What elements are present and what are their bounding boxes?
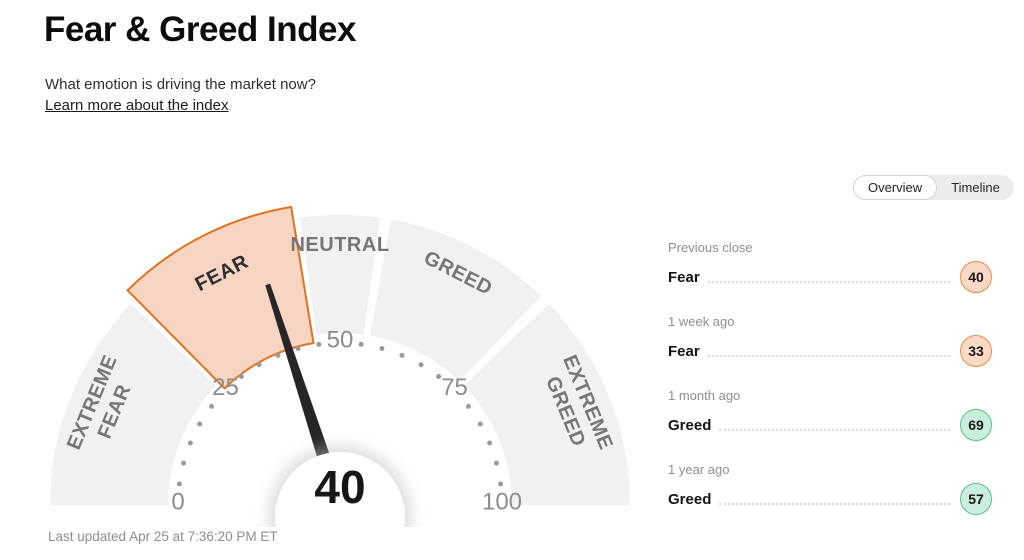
tab-timeline[interactable]: Timeline	[937, 175, 1014, 200]
gauge-tick-dot	[208, 403, 214, 409]
gauge-segment-label-neutral: NEUTRAL	[290, 234, 389, 256]
gauge-tick-dot	[275, 352, 281, 358]
history-period-label: 1 week ago	[668, 314, 735, 329]
gauge-value: 40	[314, 461, 365, 513]
last-updated-text: Last updated Apr 25 at 7:36:20 PM ET	[48, 529, 278, 544]
gauge-tick-dot	[256, 362, 262, 368]
svg-text:NEUTRAL: NEUTRAL	[290, 234, 389, 256]
gauge-tick-label-0: 0	[171, 489, 184, 516]
gauge-tick-dot	[176, 481, 182, 487]
dotted-leader	[719, 503, 950, 505]
history-value-line: Fear 40	[668, 260, 992, 294]
history-row: Previous close Fear 40	[668, 240, 992, 294]
tab-overview[interactable]: Overview	[853, 175, 938, 200]
gauge-tick-dot	[487, 440, 493, 446]
gauge-tick-dot	[498, 481, 504, 487]
history-panel: Previous close Fear 40 1 week ago Fear 33 1 mo…	[668, 240, 992, 536]
learn-more-link[interactable]: Learn more about the index	[45, 97, 229, 114]
fear-greed-gauge: EXTREME FEAR FEAR NEUTRAL GREED EXTREME GREED 0…	[30, 195, 650, 527]
gauge-tick-dot	[418, 362, 424, 368]
gauge-tick-label-75: 75	[441, 374, 468, 401]
gauge-svg: EXTREMEFEARFEARNEUTRALGREEDEXTREMEGREED0…	[50, 205, 630, 527]
gauge-tick-label-25: 25	[212, 374, 239, 401]
gauge-tick-dot	[187, 440, 193, 446]
history-emotion-label: Greed	[668, 490, 712, 508]
gauge-tick-dot	[358, 341, 364, 347]
history-period-label: Previous close	[668, 240, 753, 255]
gauge-tick-dot	[316, 341, 322, 347]
history-emotion-label: Greed	[668, 416, 712, 434]
gauge-segment-extreme-fear	[50, 303, 217, 505]
gauge-tick-label-100: 100	[482, 489, 522, 516]
gauge-tick-dot	[493, 460, 499, 466]
gauge-tick-dot	[399, 352, 405, 358]
gauge-tick-dot	[295, 346, 301, 352]
history-period-label: 1 month ago	[668, 388, 741, 403]
history-row: 1 week ago Fear 33	[668, 314, 992, 368]
page-subtitle: What emotion is driving the market now?	[45, 76, 316, 93]
gauge-segment-greed	[370, 219, 542, 382]
gauge-tick-dot	[379, 346, 385, 352]
gauge-segment-neutral	[300, 215, 380, 335]
page-title: Fear & Greed Index	[44, 10, 356, 49]
gauge-tick-label-50: 50	[327, 327, 354, 354]
gauge-center-circle	[275, 452, 405, 527]
gauge-tick-dot	[466, 403, 472, 409]
dotted-leader	[719, 429, 950, 431]
gauge-tick-dot	[197, 421, 203, 427]
history-row: 1 year ago Greed 57	[668, 462, 992, 516]
history-emotion-label: Fear	[668, 268, 700, 286]
history-row: 1 month ago Greed 69	[668, 388, 992, 442]
gauge-tick-dot	[181, 460, 187, 466]
gauge-segment-fear-highlighted	[126, 205, 315, 390]
history-value-badge: 33	[960, 335, 992, 367]
history-value-line: Greed 57	[668, 482, 992, 516]
history-value-line: Greed 69	[668, 408, 992, 442]
history-value-badge: 69	[960, 409, 992, 441]
history-value-badge: 40	[960, 261, 992, 293]
history-period-label: 1 year ago	[668, 462, 730, 477]
gauge-tick-dot	[436, 373, 442, 379]
history-emotion-label: Fear	[668, 342, 700, 360]
gauge-segment-extreme-greed	[463, 303, 630, 505]
view-toggle: Overview Timeline	[853, 175, 1014, 200]
history-value-badge: 57	[960, 483, 992, 515]
gauge-tick-dot	[477, 421, 483, 427]
dotted-leader	[707, 355, 950, 357]
dotted-leader	[707, 281, 950, 283]
history-value-line: Fear 33	[668, 334, 992, 368]
gauge-tick-dot	[238, 373, 244, 379]
